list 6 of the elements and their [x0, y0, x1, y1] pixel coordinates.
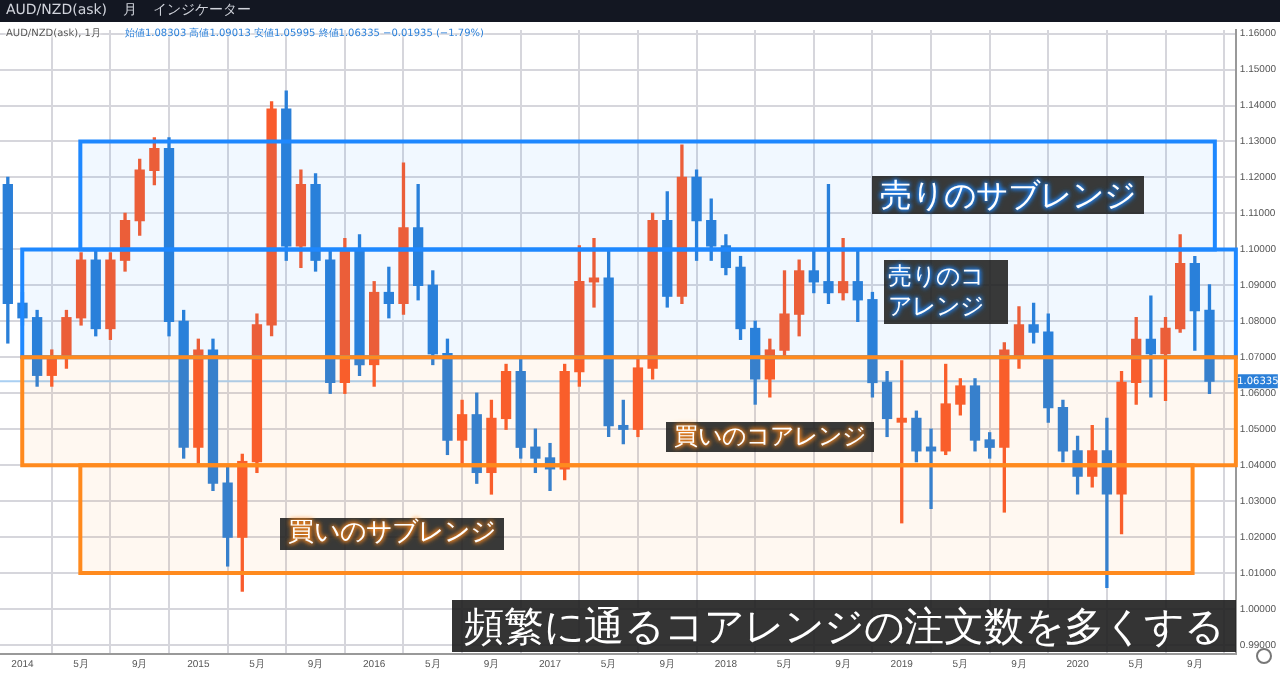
band-label: 買いのサブレンジ — [280, 517, 504, 550]
band-label: 売りのサブレンジ — [872, 176, 1144, 215]
band-label: 買いのコアレンジ — [666, 421, 874, 452]
band-label: 売りのコアレンジ — [884, 260, 1008, 325]
candlestick — [1145, 295, 1157, 398]
annotation: 頻繁に通るコアレンジの注文数を多くする — [452, 600, 1236, 652]
